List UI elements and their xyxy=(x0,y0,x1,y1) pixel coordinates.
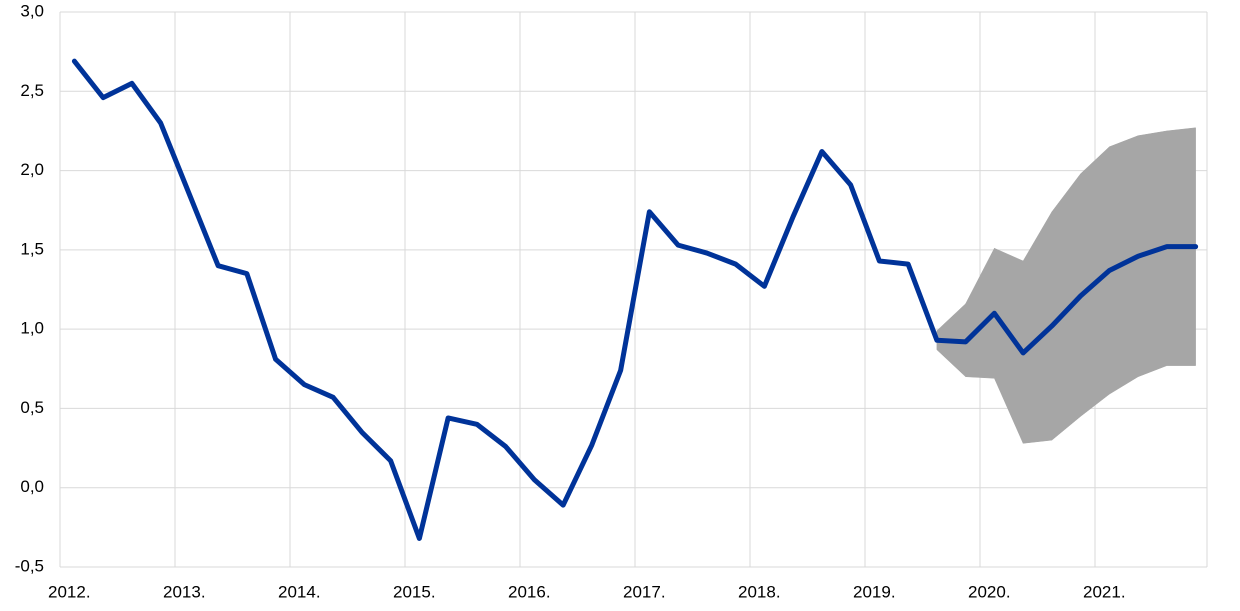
x-tick-label: 2013. xyxy=(163,582,206,601)
x-tick-label: 2016. xyxy=(508,582,551,601)
x-tick-label: 2014. xyxy=(278,582,321,601)
x-tick-label: 2017. xyxy=(623,582,666,601)
line xyxy=(71,58,1199,541)
y-tick-label: 3,0 xyxy=(20,1,44,20)
uncertainty-band xyxy=(1051,172,1081,441)
y-tick-label: -0,5 xyxy=(15,556,44,575)
x-tick-label: 2012. xyxy=(48,582,91,601)
x-tick-label: 2015. xyxy=(393,582,436,601)
y-tick-label: 1,5 xyxy=(20,239,44,258)
x-tick-label: 2020. xyxy=(968,582,1011,601)
y-tick-label: 1,0 xyxy=(20,319,44,338)
y-tick-label: 0,5 xyxy=(20,398,44,417)
y-tick-label: 0,0 xyxy=(20,477,44,496)
x-tick-label: 2021. xyxy=(1083,582,1126,601)
y-tick-label: 2,5 xyxy=(20,81,44,100)
x-tick-label: 2019. xyxy=(853,582,896,601)
y-tick-label: 2,0 xyxy=(20,160,44,179)
x-tick-label: 2018. xyxy=(738,582,781,601)
